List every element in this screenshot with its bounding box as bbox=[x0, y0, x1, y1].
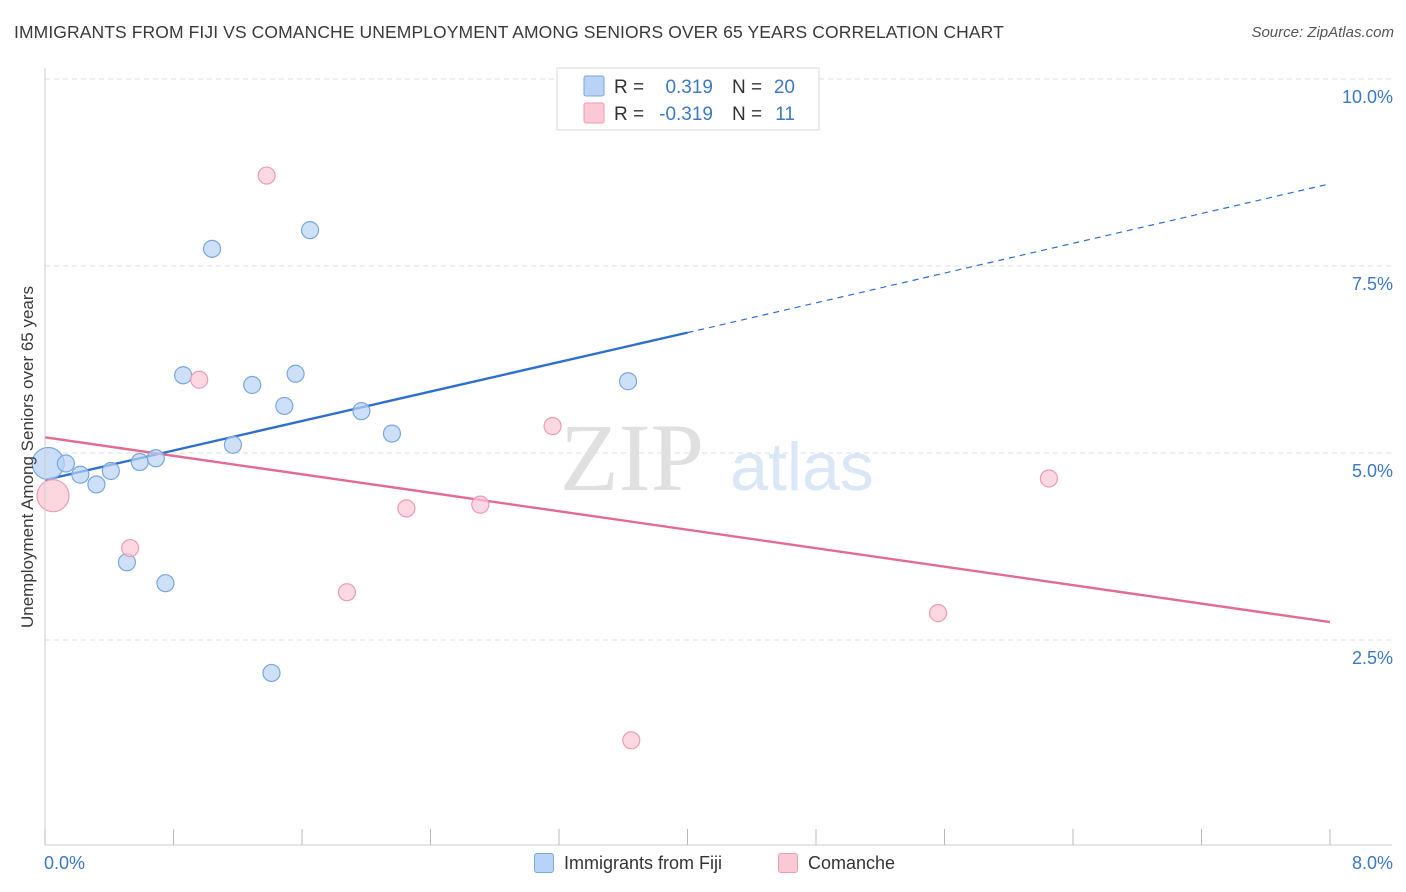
legend-n-label: N = bbox=[732, 104, 762, 125]
legend-swatch-comanche bbox=[778, 853, 798, 873]
bottom-legend: Immigrants from Fiji Comanche bbox=[0, 848, 1406, 878]
y-axis-title: Unemployment Among Seniors over 65 years bbox=[18, 285, 37, 629]
data-point-comanche bbox=[190, 370, 209, 389]
data-point-comanche bbox=[928, 604, 948, 623]
legend-label-fiji: Immigrants from Fiji bbox=[564, 852, 723, 873]
y-tick-label: 10.0% bbox=[1342, 87, 1393, 107]
data-point-fiji bbox=[87, 475, 106, 494]
data-point-fiji bbox=[286, 364, 305, 383]
points-layer bbox=[31, 166, 1059, 750]
legend-n-value: 20 bbox=[774, 77, 795, 98]
axis-layer: 2.5% 5.0% 7.5% 10.0% 0.0% 8.0% bbox=[44, 68, 1393, 873]
data-point-fiji bbox=[56, 454, 75, 473]
data-point-fiji bbox=[223, 435, 243, 454]
data-point-comanche bbox=[543, 417, 562, 436]
data-point-fiji bbox=[101, 461, 120, 481]
data-point-fiji bbox=[262, 663, 281, 683]
data-point-fiji bbox=[243, 375, 262, 395]
legend-r-value: 0.319 bbox=[665, 77, 713, 98]
data-point-comanche bbox=[121, 538, 140, 558]
data-point-comanche bbox=[337, 583, 357, 602]
legend-r-label: R = bbox=[614, 104, 644, 125]
y-tick-label: 2.5% bbox=[1352, 648, 1393, 668]
x-tick-label-min: 0.0% bbox=[44, 853, 85, 873]
legend-label-comanche: Comanche bbox=[808, 852, 896, 873]
legend-item-comanche[interactable]: Comanche bbox=[778, 848, 895, 878]
data-point-fiji bbox=[352, 402, 371, 421]
watermark: ZIP atlas bbox=[560, 404, 874, 511]
data-point-comanche bbox=[471, 495, 490, 514]
data-point-fiji bbox=[275, 396, 294, 416]
data-point-fiji bbox=[156, 574, 175, 593]
legend-r-value: -0.319 bbox=[659, 104, 713, 125]
data-point-fiji bbox=[130, 452, 149, 472]
legend-swatch-fiji bbox=[583, 75, 605, 97]
data-point-fiji bbox=[71, 465, 90, 484]
legend-n-value: 11 bbox=[775, 104, 795, 125]
data-point-comanche bbox=[397, 499, 416, 518]
y-tick-label: 5.0% bbox=[1352, 461, 1393, 481]
trend-line-comanche bbox=[44, 436, 1331, 624]
data-point-comanche bbox=[622, 731, 641, 750]
trend-extension-fiji bbox=[687, 183, 1331, 334]
data-point-comanche bbox=[36, 479, 70, 513]
data-point-comanche bbox=[257, 166, 276, 185]
legend-swatch-comanche bbox=[583, 102, 605, 124]
legend-item-fiji[interactable]: Immigrants from Fiji bbox=[534, 848, 722, 878]
data-point-fiji bbox=[174, 366, 193, 385]
data-point-comanche bbox=[1039, 469, 1059, 488]
y-tick-label: 7.5% bbox=[1352, 274, 1393, 294]
data-point-fiji bbox=[382, 424, 402, 443]
legend-swatch-fiji bbox=[534, 853, 554, 873]
legend-n-label: N = bbox=[732, 77, 762, 98]
watermark-atlas: atlas bbox=[730, 429, 874, 505]
trend-layer bbox=[44, 183, 1331, 624]
data-point-fiji bbox=[300, 221, 320, 240]
data-point-fiji bbox=[202, 239, 222, 258]
x-tick-label-max: 8.0% bbox=[1352, 853, 1393, 873]
chart-title: IMMIGRANTS FROM FIJI VS COMANCHE UNEMPLO… bbox=[14, 22, 1004, 42]
legend-r-label: R = bbox=[614, 77, 644, 98]
grid-layer bbox=[45, 78, 1392, 641]
watermark-zip: ZIP bbox=[560, 404, 704, 511]
data-point-fiji bbox=[146, 449, 165, 468]
data-point-fiji bbox=[618, 372, 638, 391]
correlation-legend: R = 0.319 N = 20 R = -0.319 N = 11 bbox=[556, 67, 820, 131]
source-credit: Source: ZipAtlas.com bbox=[1251, 24, 1394, 41]
